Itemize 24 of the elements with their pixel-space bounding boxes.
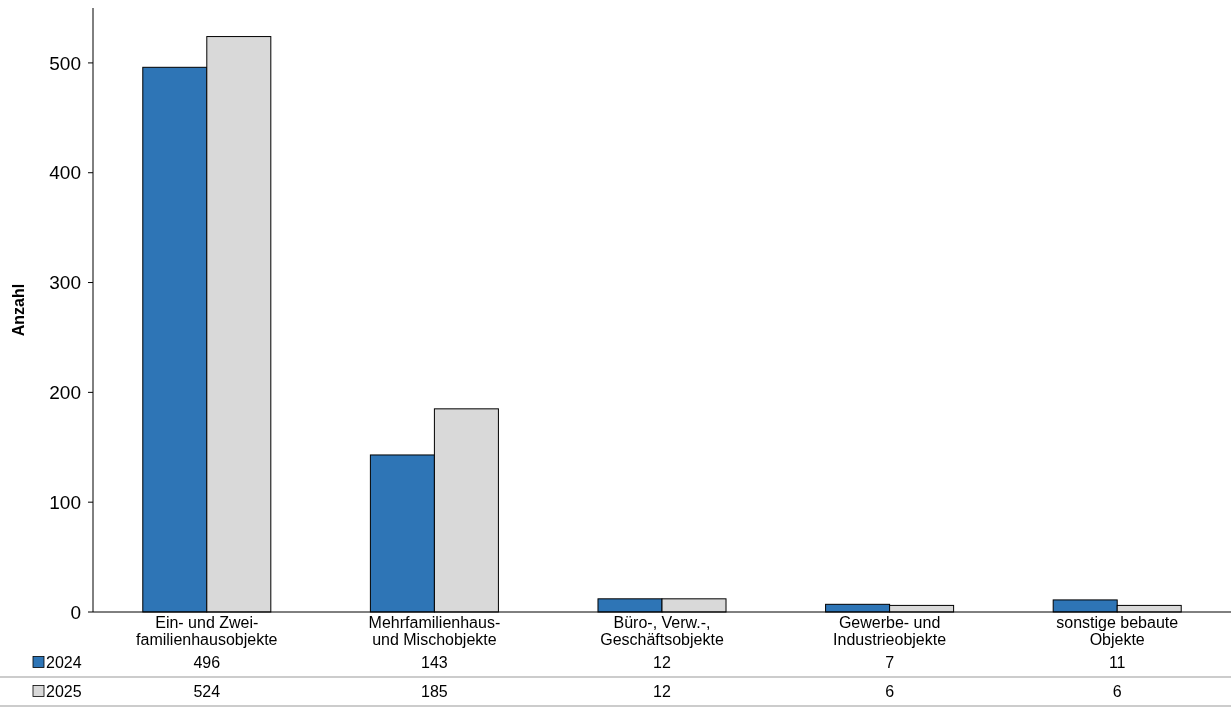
y-tick-label: 0 xyxy=(70,601,81,623)
data-label: 7 xyxy=(885,654,895,672)
y-tick-label: 200 xyxy=(49,382,81,404)
data-label: 11 xyxy=(1108,654,1126,672)
x-tick-label: sonstige bebaute Objekte xyxy=(1056,614,1179,648)
data-label: 496 xyxy=(193,654,221,672)
x-tick-label: Büro-, Verw.-, Geschäftsobjekte xyxy=(600,614,724,648)
x-tick-label: Gewerbe- und Industrieobjekte xyxy=(833,614,947,648)
data-label: 12 xyxy=(653,654,671,672)
y-axis-title: Anzahl xyxy=(10,283,27,337)
x-tick-label: Ein- und Zwei- familienhausobjekte xyxy=(136,614,278,648)
data-label: 6 xyxy=(1112,683,1122,701)
data-label: 143 xyxy=(421,654,448,672)
data-label: 6 xyxy=(885,683,895,701)
y-tick-label: 300 xyxy=(49,272,81,294)
data-label: 524 xyxy=(193,683,221,701)
data-label: 185 xyxy=(421,683,448,701)
y-tick-label: 100 xyxy=(49,491,81,513)
legend-label: 2024 xyxy=(46,654,82,672)
y-tick-label: 500 xyxy=(49,52,81,74)
y-tick-label: 400 xyxy=(49,162,81,184)
legend-label: 2025 xyxy=(46,683,82,701)
x-tick-label: Mehrfamilienhaus- und Mischobjekte xyxy=(368,614,501,648)
data-label: 12 xyxy=(653,683,671,701)
